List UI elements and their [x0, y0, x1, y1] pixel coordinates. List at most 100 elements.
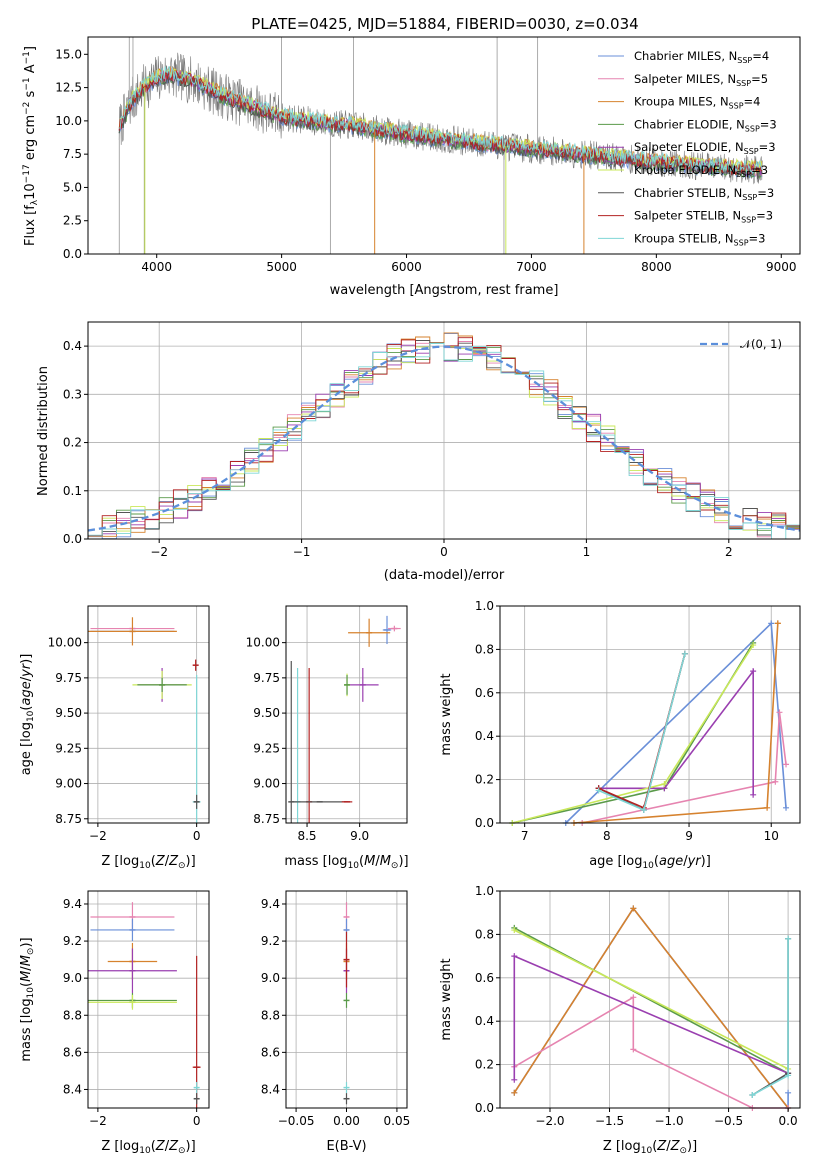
y-tick-label: 0.0 — [475, 1101, 494, 1115]
y-tick-label: 1.0 — [475, 884, 494, 898]
x-tick-label: 0.05 — [384, 1114, 411, 1128]
legend-label: 𝒩(0, 1) — [740, 337, 782, 351]
y-tick-label: 9.75 — [253, 671, 280, 685]
x-tick-label: −1.0 — [654, 1114, 683, 1128]
y-tick-label: 9.25 — [253, 741, 280, 755]
y-tick-label: 8.75 — [253, 812, 280, 826]
y-tick-label: 10.0 — [55, 114, 82, 128]
weight-point — [511, 927, 518, 934]
y-tick-label: 0.2 — [475, 773, 494, 787]
y-tick-label: 10.00 — [48, 636, 82, 650]
panel-ylabel: age [log10(age/yr)] — [19, 654, 36, 776]
mass-vs-z-panel: −2 0 8.4 8.6 8.8 9.0 9.2 9.4 Z [log10(Z/Z⊙)] mass… — [19, 890, 210, 1156]
x-tick-label: 1 — [583, 545, 591, 559]
legend-label: Kroupa STELIB, NSSP=3 — [634, 231, 765, 247]
y-tick-label: 0.8 — [475, 642, 494, 656]
residual-xlabel: (data-model)/error — [384, 568, 505, 583]
weight-point — [630, 905, 637, 912]
y-tick-label: 8.4 — [63, 1082, 82, 1096]
weight-point — [750, 668, 757, 675]
x-tick-label: 2 — [725, 545, 733, 559]
weight-point — [750, 791, 757, 798]
y-tick-label: 9.2 — [63, 934, 82, 948]
histogram-kroupa_stelib — [88, 343, 800, 540]
y-tick-label: 12.5 — [55, 81, 82, 95]
y-tick-label: 5.0 — [63, 180, 82, 194]
legend-label: Salpeter STELIB, NSSP=3 — [634, 209, 773, 225]
weight-point — [785, 1089, 792, 1096]
axes-frame — [499, 890, 801, 1109]
weight-point — [511, 1076, 518, 1083]
y-tick-label: 0.2 — [475, 1058, 494, 1072]
normal-curve — [87, 345, 801, 532]
y-tick-label: 9.50 — [253, 706, 280, 720]
y-tick-label: 10.00 — [246, 636, 280, 650]
x-tick-label: −1.5 — [595, 1114, 624, 1128]
weight-point — [776, 709, 783, 716]
y-tick-label: 9.2 — [261, 934, 280, 948]
weight-vs-z-panel: −2.0 −1.5 −1.0 −0.5 0.0 0.0 0.2 0.4 0.6 0.8 1.0 Z [… — [439, 884, 801, 1156]
y-tick-label: 8.8 — [63, 1008, 82, 1022]
weight-point — [749, 1091, 756, 1098]
weight-point — [768, 620, 775, 627]
x-tick-label: 10 — [764, 829, 779, 843]
y-tick-label: 0.0 — [63, 532, 82, 546]
x-tick-label: 8.5 — [297, 829, 316, 843]
weight-series-salpeter_miles — [582, 712, 787, 824]
spectrum-panel: PLATE=0425, MJD=51884, FIBERID=0030, z=0… — [22, 15, 801, 298]
mass-vs-ebv-panel: −0.05 0.00 0.05 8.4 8.6 8.8 9.0 9.2 9.4 E(B-V) — [261, 890, 411, 1154]
x-tick-label: −1 — [293, 545, 311, 559]
spectrum-title: PLATE=0425, MJD=51884, FIBERID=0030, z=0… — [251, 15, 638, 33]
weight-point — [764, 804, 771, 811]
weight-point — [774, 620, 781, 627]
y-tick-label: 9.75 — [55, 671, 82, 685]
y-tick-label: 7.5 — [63, 147, 82, 161]
panel-xlabel: Z [log10(Z/Z⊙)] — [101, 1139, 195, 1156]
weight-series-chabrier_miles — [513, 907, 789, 1111]
panel-ylabel: mass weight — [439, 673, 454, 755]
y-tick-label: 9.4 — [63, 897, 82, 911]
legend-label: Kroupa MILES, NSSP=4 — [634, 95, 760, 111]
y-tick-label: 8.4 — [261, 1082, 280, 1096]
y-tick-label: 9.0 — [63, 971, 82, 985]
weight-point — [785, 1072, 792, 1079]
y-tick-label: 9.00 — [55, 777, 82, 791]
legend-label: Salpeter ELODIE, NSSP=3 — [634, 140, 776, 156]
y-tick-label: 0.0 — [475, 816, 494, 830]
x-tick-label: −2 — [150, 545, 168, 559]
legend-label: Chabrier STELIB, NSSP=3 — [634, 186, 774, 202]
y-tick-label: 0.4 — [63, 339, 82, 353]
y-tick-label: 8.75 — [55, 812, 82, 826]
y-tick-label: 0.6 — [475, 971, 494, 985]
weight-point — [640, 806, 647, 813]
weight-point — [630, 1046, 637, 1053]
weight-vs-age-panel: 7 8 9 10 0.0 0.2 0.4 0.6 0.8 1.0 age [log10(age/yr… — [439, 599, 801, 871]
weight-point — [772, 778, 779, 785]
weight-series-kroupa_stelib — [598, 653, 686, 812]
axes-frame — [87, 605, 210, 824]
x-tick-label: 9 — [685, 829, 693, 843]
legend-label: Kroupa ELODIE, NSSP=3 — [634, 163, 768, 179]
spectrum-legend: Chabrier MILES, NSSP=4 Salpeter MILES, NS… — [598, 49, 777, 247]
panel-ylabel: mass [log10(M/M⊙)] — [19, 937, 36, 1061]
x-tick-label: 7000 — [516, 260, 547, 274]
y-tick-label: 8.8 — [261, 1008, 280, 1022]
x-tick-label: 8000 — [641, 260, 672, 274]
weight-point — [783, 761, 790, 768]
weight-point — [750, 642, 757, 649]
y-tick-label: 15.0 — [55, 47, 82, 61]
weight-point — [511, 953, 518, 960]
x-tick-label: 0 — [193, 1114, 201, 1128]
panel-ylabel: mass weight — [439, 958, 454, 1040]
x-tick-label: 5000 — [266, 260, 297, 274]
legend-label: Chabrier MILES, NSSP=4 — [634, 49, 769, 65]
x-tick-label: 9000 — [766, 260, 797, 274]
x-tick-label: 6000 — [391, 260, 422, 274]
axes-frame — [87, 890, 210, 1109]
weight-series-chabrier_elodie — [513, 927, 789, 1075]
weight-series-salpeter_elodie — [513, 954, 789, 1080]
y-tick-label: 0.1 — [63, 484, 82, 498]
x-tick-label: −2 — [89, 1114, 107, 1128]
x-tick-label: 8 — [603, 829, 611, 843]
